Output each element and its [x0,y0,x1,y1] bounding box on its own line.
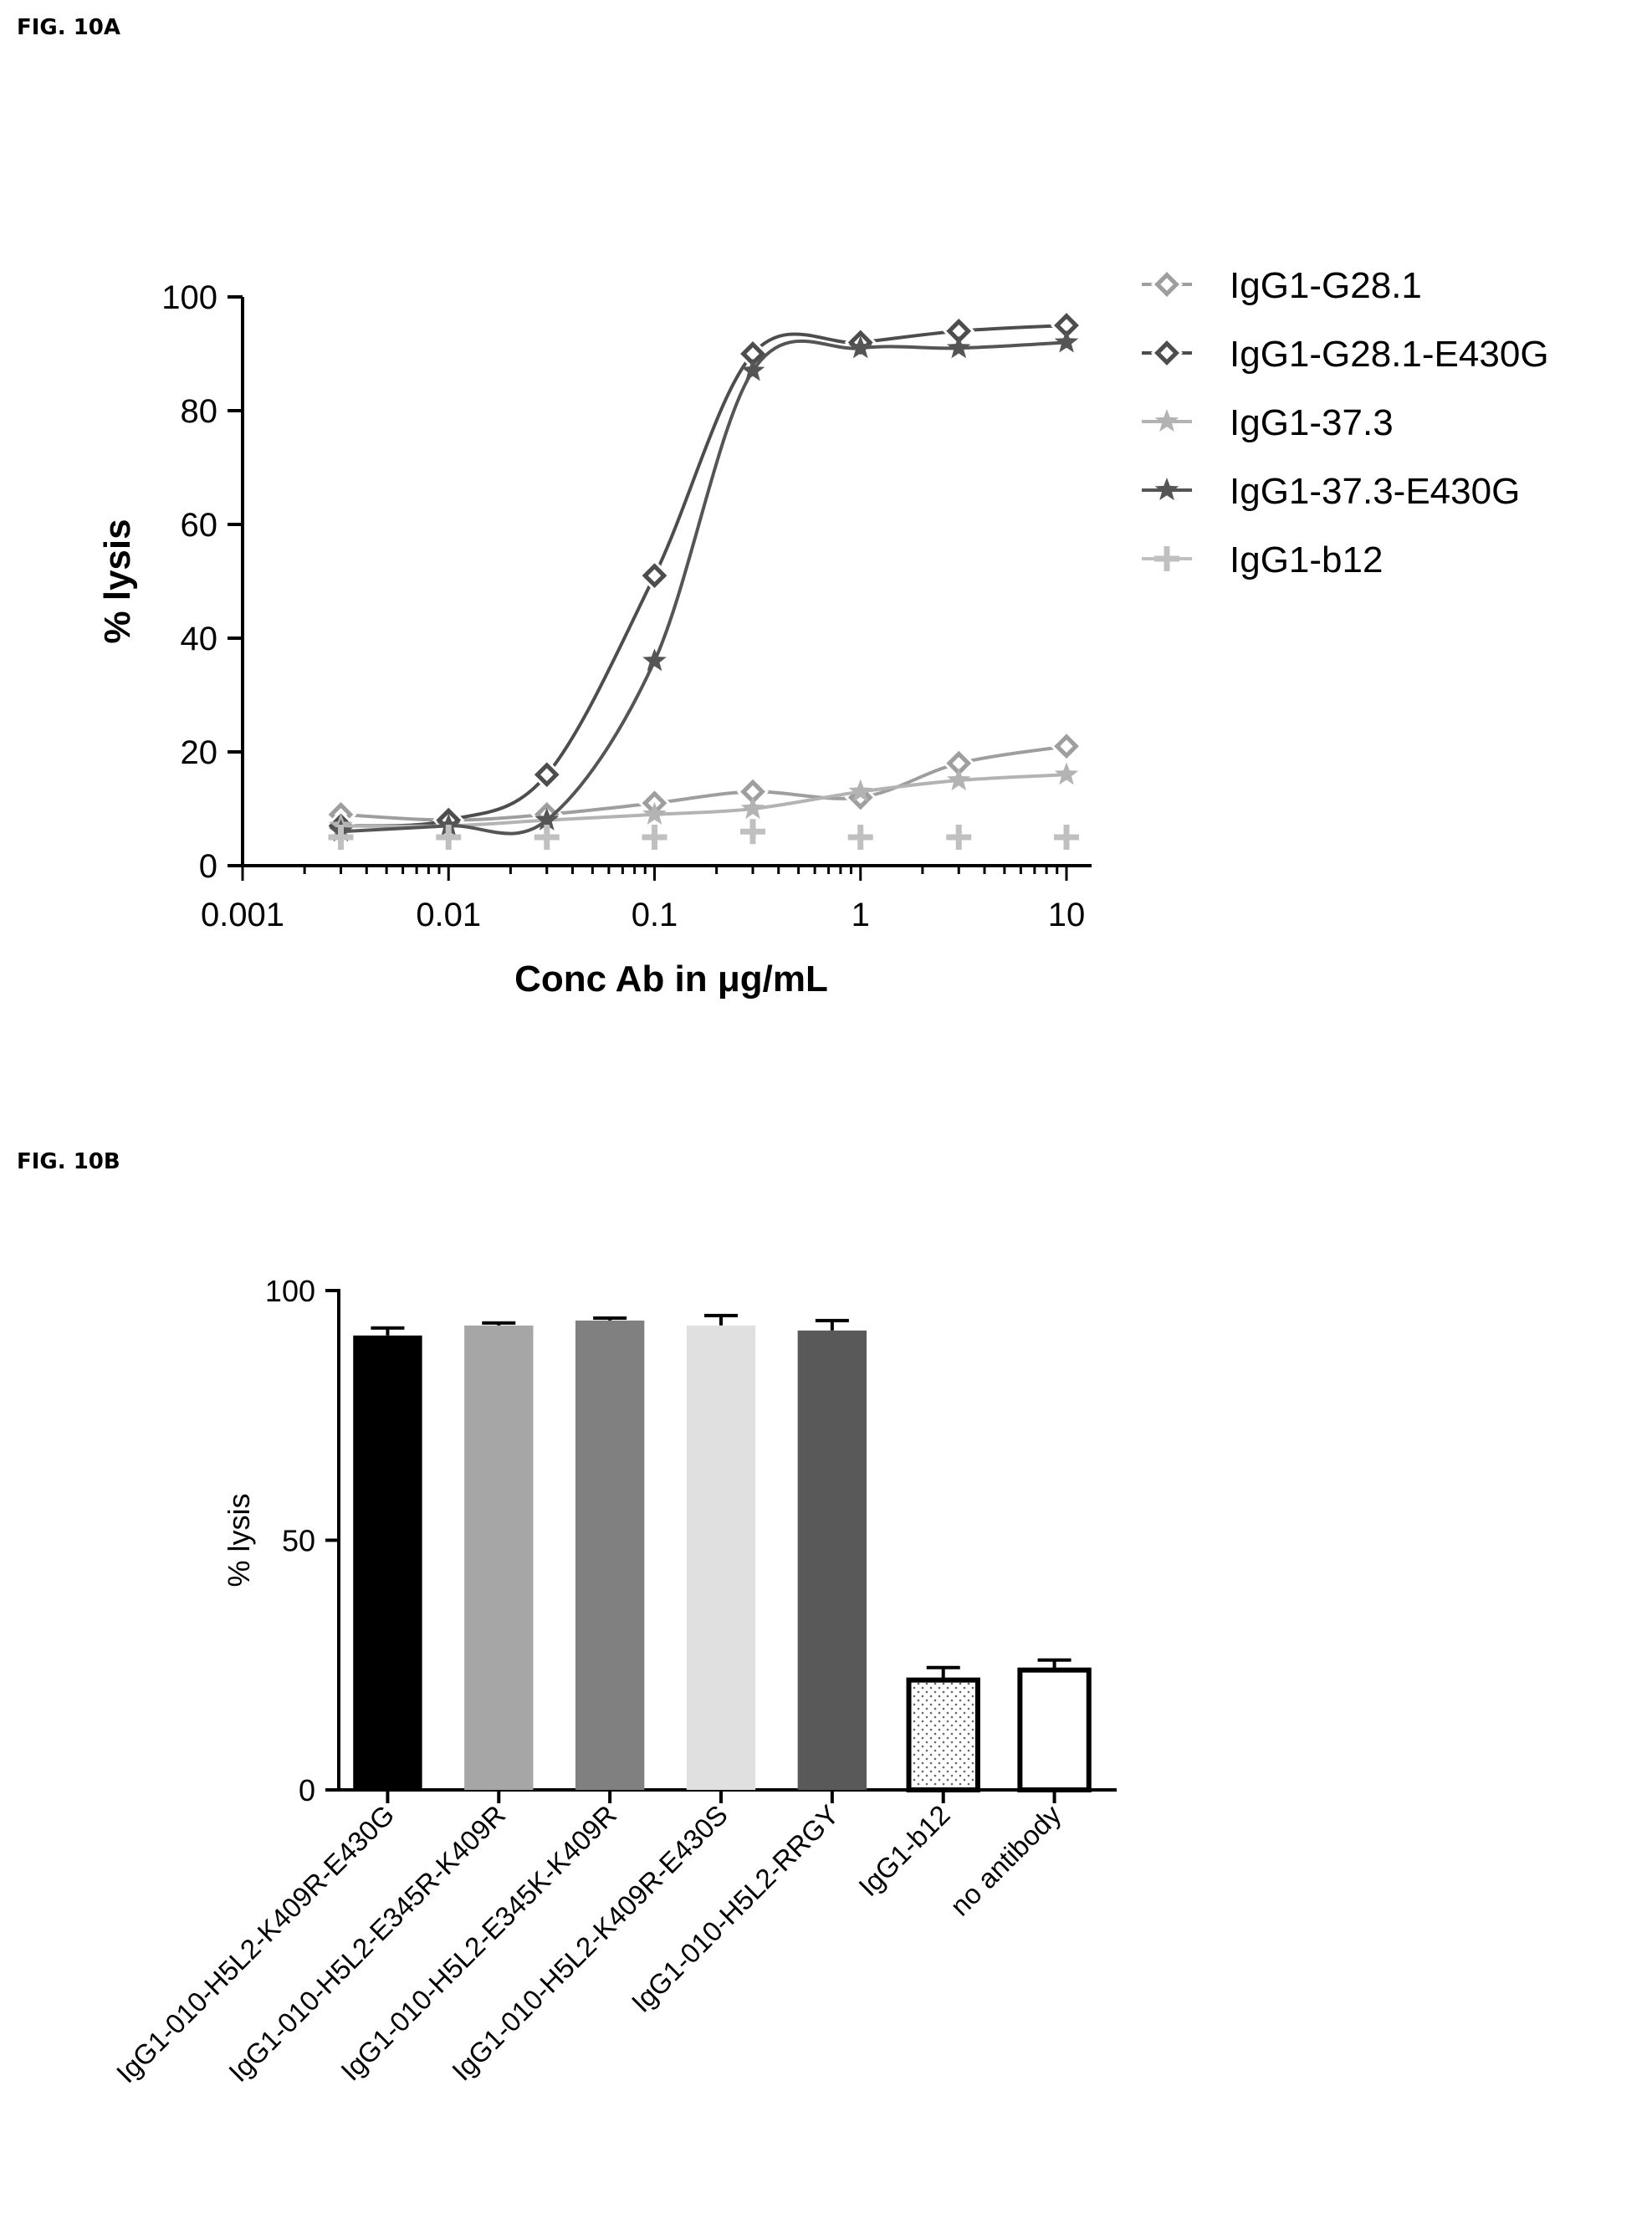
series-line [340,339,1067,836]
y-tick-label: 0 [199,848,217,885]
x-tick-label: 0.001 [201,897,284,933]
data-point-marker [642,801,667,825]
legend-label: IgG1-G28.1-E430G [1230,334,1549,375]
data-point-marker [739,819,765,845]
data-point-marker [436,825,462,850]
data-point-marker [947,768,971,791]
legend-item: IgG1-G28.1-E430G [1142,334,1549,375]
series-line [340,324,1067,828]
data-point-marker [328,825,354,850]
data-point-marker [946,825,972,850]
y-axis-title: % lysis [97,519,138,643]
y-tick-label: 100 [265,1274,315,1308]
x-tick-label: 0.01 [416,897,481,933]
bar [464,1325,534,1790]
data-point-marker-center [1160,278,1174,291]
data-point-marker-center [1060,319,1073,332]
data-point-marker [1154,409,1179,432]
data-point-marker [848,779,872,802]
data-point-marker [847,825,873,850]
legend-label: IgG1-37.3 [1230,402,1394,443]
bar-group: IgG1-b12 [852,1665,980,1902]
bar [686,1325,756,1790]
data-point-marker [740,358,765,381]
data-point-marker-center [952,756,965,770]
data-point-marker-center [1160,346,1174,360]
y-tick-label: 40 [181,621,218,657]
y-tick-label: 80 [181,393,218,430]
data-point-marker-center [746,785,760,799]
legend-item: IgG1-G28.1 [1142,265,1422,306]
legend-item: IgG1-b12 [1142,539,1383,580]
legend-item: IgG1-37.3 [1142,402,1394,443]
data-point-marker [534,825,560,850]
legend-label: IgG1-G28.1 [1230,265,1422,306]
legend: IgG1-G28.1 IgG1-G28.1-E430G IgG1-37.3 IgG1-… [1142,265,1549,580]
y-tick-label: 20 [181,734,218,771]
figure-label-a: FIG. 10A [17,15,121,40]
y-axis-title: % lysis [222,1493,256,1587]
data-point-marker [1154,478,1179,501]
data-point-marker [947,335,971,359]
data-point-marker-center [1060,739,1073,753]
data-point-marker [1054,825,1079,850]
data-point-marker [642,648,667,672]
data-point-marker-center [746,347,760,360]
bar [1017,1667,1092,1792]
x-tick-label: 1 [852,897,870,933]
x-axis-title: Conc Ab in μg/mL [514,959,828,999]
category-label: IgG1-b12 [852,1799,955,1902]
figure-label-b: FIG. 10B [17,1149,120,1174]
bar [797,1330,867,1790]
bar [906,1677,980,1792]
data-point-marker-center [540,768,554,781]
x-tick-label: 10 [1048,897,1086,933]
category-label: no antibody [944,1798,1067,1921]
chart-a-svg: 0 20 40 60 80 100 0.001 0.01 0.1 1 10 Conc Ab in μg… [97,265,1549,999]
data-point-marker [740,796,765,820]
legend-label: IgG1-37.3-E430G [1230,471,1520,512]
data-point-marker [1154,546,1179,571]
bar-group: IgG1-010-H5L2-K409R-E430G [110,1326,422,2088]
x-tick-label: 0.1 [632,897,678,933]
data-point-marker [1054,330,1079,353]
y-tick-label: 50 [282,1524,315,1558]
data-point-marker [534,807,559,831]
data-point-marker [642,825,667,850]
y-tick-label: 60 [181,507,218,544]
bar [353,1335,422,1790]
data-point-marker-center [952,325,965,338]
data-point-marker [437,813,461,836]
y-tick-label: 0 [299,1773,315,1807]
legend-label: IgG1-b12 [1230,539,1383,580]
legend-item: IgG1-37.3-E430G [1142,471,1520,512]
data-point-marker [848,335,872,359]
y-tick-label: 100 [161,279,217,316]
bar [575,1320,645,1790]
series-igg1-b12 [328,819,1079,850]
data-point-marker-center [647,569,662,582]
data-point-marker [1054,762,1079,785]
category-label: IgG1-010-H5L2-RRGY [626,1799,845,2018]
